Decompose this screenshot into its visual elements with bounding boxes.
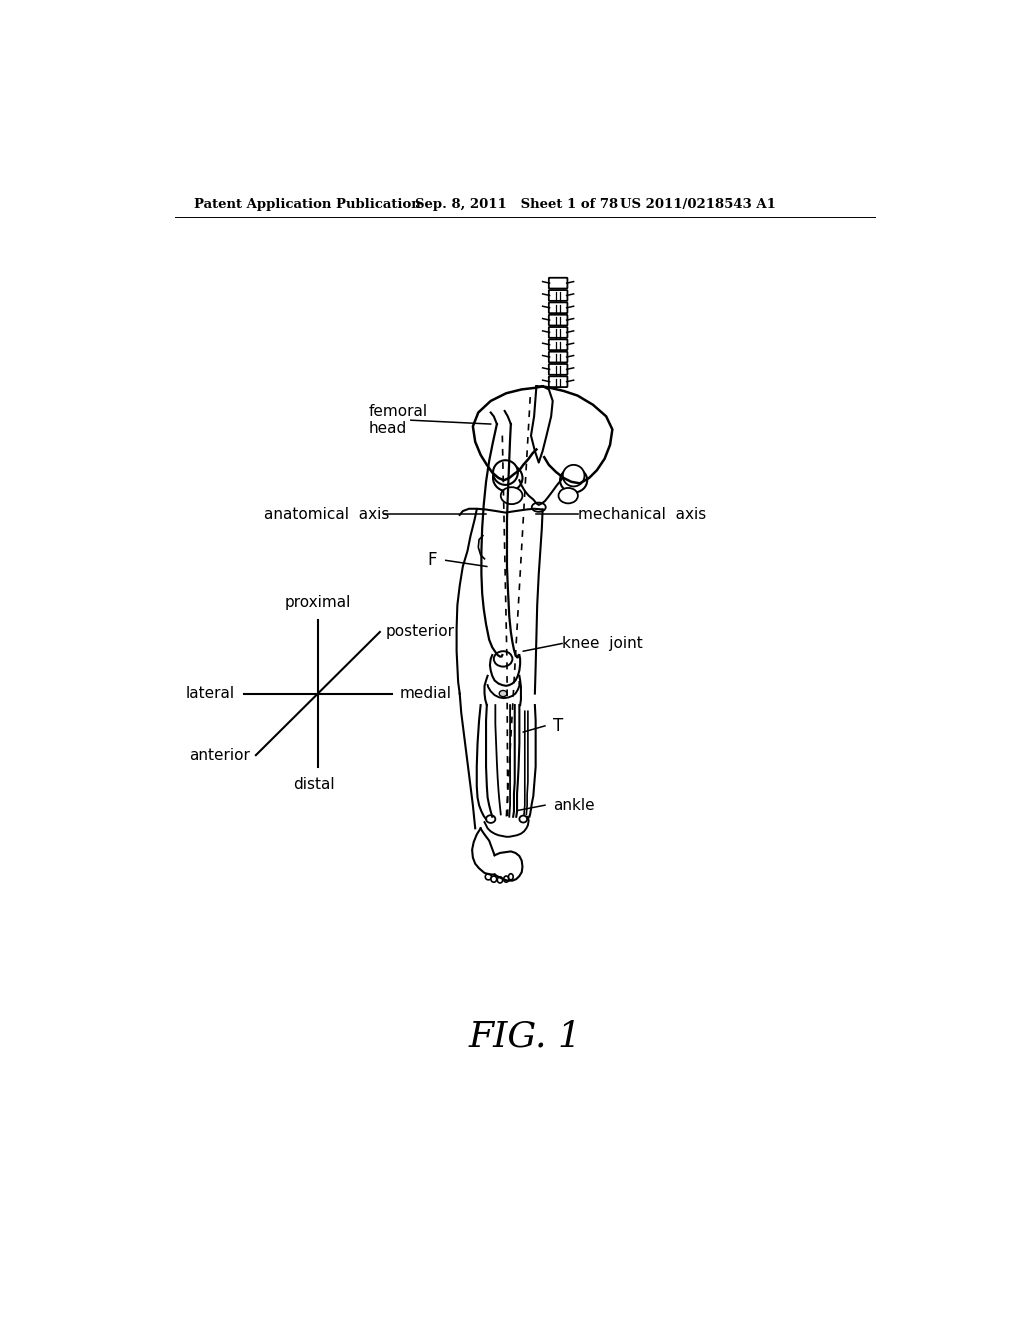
FancyBboxPatch shape	[549, 277, 567, 289]
Text: US 2011/0218543 A1: US 2011/0218543 A1	[621, 198, 776, 211]
Ellipse shape	[560, 467, 587, 492]
Text: Patent Application Publication: Patent Application Publication	[194, 198, 421, 211]
Text: medial: medial	[399, 686, 452, 701]
Ellipse shape	[504, 876, 509, 882]
Text: FIG. 1: FIG. 1	[468, 1019, 582, 1053]
FancyBboxPatch shape	[549, 339, 567, 350]
FancyBboxPatch shape	[549, 290, 567, 301]
Ellipse shape	[493, 465, 522, 491]
Circle shape	[493, 461, 518, 484]
Text: anterior: anterior	[188, 747, 250, 763]
Text: anatomical  axis: anatomical axis	[263, 507, 389, 521]
Text: knee  joint: knee joint	[562, 636, 643, 651]
FancyBboxPatch shape	[549, 376, 567, 387]
FancyBboxPatch shape	[549, 327, 567, 338]
Circle shape	[563, 465, 585, 487]
Text: mechanical  axis: mechanical axis	[578, 507, 706, 521]
Ellipse shape	[531, 503, 546, 512]
Ellipse shape	[494, 651, 512, 667]
Text: T: T	[553, 717, 563, 735]
Text: ankle: ankle	[553, 797, 594, 813]
Text: distal: distal	[293, 777, 335, 792]
Ellipse shape	[558, 488, 578, 503]
Text: lateral: lateral	[185, 686, 234, 701]
Text: posterior: posterior	[386, 624, 455, 639]
Ellipse shape	[498, 876, 503, 883]
Ellipse shape	[490, 876, 497, 882]
Text: proximal: proximal	[285, 594, 351, 610]
Ellipse shape	[509, 874, 513, 880]
FancyBboxPatch shape	[549, 351, 567, 363]
Ellipse shape	[486, 816, 496, 822]
FancyBboxPatch shape	[549, 302, 567, 313]
Ellipse shape	[500, 690, 507, 697]
Ellipse shape	[519, 816, 527, 822]
Text: F: F	[427, 552, 436, 569]
FancyBboxPatch shape	[549, 314, 567, 326]
Ellipse shape	[501, 487, 522, 504]
Text: femoral
head: femoral head	[369, 404, 427, 437]
Text: Sep. 8, 2011   Sheet 1 of 78: Sep. 8, 2011 Sheet 1 of 78	[415, 198, 617, 211]
FancyBboxPatch shape	[549, 364, 567, 375]
Ellipse shape	[485, 874, 492, 880]
